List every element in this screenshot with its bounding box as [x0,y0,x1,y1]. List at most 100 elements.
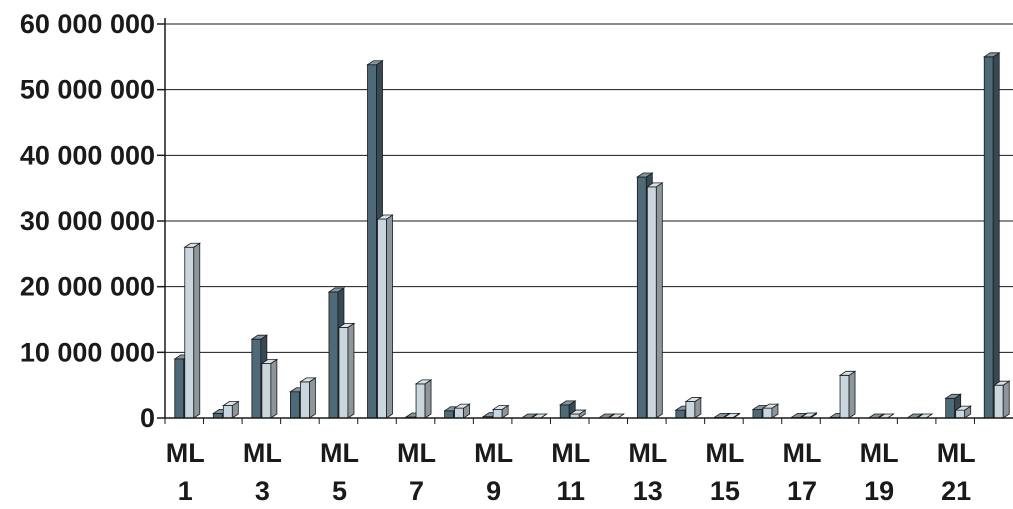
bar-top [183,242,202,248]
x-tick-label-line2: 5 [332,476,347,504]
bar-front [762,407,773,419]
bar-front [993,384,1004,419]
bar-top [221,401,240,406]
bar [337,322,356,419]
y-tick-label: 50 000 000 [20,75,155,105]
bar-front [685,401,696,419]
x-tick-label: ML 3 [243,438,282,506]
y-tick-label: 10 000 000 [20,337,155,367]
bar-top [260,359,279,364]
bar-front [367,64,377,419]
bar-front [377,218,387,419]
x-tick-label: ML 5 [320,438,359,506]
bar-side [992,52,1000,419]
y-tick-label: 0 [140,403,155,433]
x-tick-label-line2: 1 [178,476,193,504]
bar-top [645,182,664,188]
bar-front [174,358,185,419]
x-tick-label-line1: ML [783,438,822,468]
bar [183,242,202,419]
x-tick-label-line1: ML [166,438,205,468]
bar-top [376,214,394,220]
bar [260,358,279,419]
y-tick-label: 20 000 000 [20,272,155,302]
bar-front [328,291,339,419]
x-tick-label-line2: 19 [864,476,894,504]
bar-front [261,363,272,419]
bar [414,379,433,419]
bar [761,403,780,419]
bar-front [492,409,503,419]
x-tick-label-line2: 7 [409,476,424,504]
y-tick-label: 40 000 000 [20,140,155,170]
bar-top [982,52,1001,58]
bar-front [675,409,686,419]
x-tick-label-line2: 11 [556,476,585,504]
bar [684,396,703,419]
bar-front [559,404,570,419]
bar-top [684,397,703,402]
bar [491,404,510,419]
bar [838,370,857,419]
x-tick-label-line1: ML [243,438,282,468]
x-tick-label-line2: 9 [486,476,501,504]
x-tick-label-line1: ML [474,438,513,468]
bar [645,182,664,419]
bar-side [848,370,856,419]
bar-top [761,403,780,409]
bar-top [944,393,963,399]
bar-top [414,379,433,385]
bar-front [646,186,657,419]
bar-front [338,326,349,419]
bar [299,377,317,419]
bar-front [300,381,310,419]
bar-front [752,409,763,419]
bar-side [1002,380,1010,419]
bar-front [636,176,647,419]
bar-side [309,377,316,419]
bar-top [491,405,510,410]
x-tick-label-line1: ML [937,438,976,468]
bar-top [250,334,269,340]
bar-top [568,409,587,415]
bar [221,400,240,419]
x-tick-label: ML 21 [937,438,976,506]
x-tick-label-line1: ML [705,438,744,468]
x-tick-label-line2: 15 [710,476,740,504]
bar-top [337,322,356,328]
bar-top [954,405,973,411]
x-tick-label: ML 19 [860,438,899,506]
bar-front [415,383,426,419]
bar-side [386,214,393,419]
bar-top [635,172,654,178]
x-tick-label: ML 9 [474,438,513,506]
x-tick-label: ML 17 [783,438,822,506]
bar-front [983,56,994,419]
y-tick-label: 60 000 000 [20,9,155,39]
bar-front [955,409,966,419]
bar-top [992,380,1011,386]
bar-top [327,287,346,293]
x-tick-label-line1: ML [551,438,590,468]
bar-top [838,370,857,376]
bar-side [270,358,278,419]
bar-side [193,242,201,419]
y-tick-label: 30 000 000 [20,206,155,236]
x-tick-label-line1: ML [397,438,436,468]
bar-front [184,246,195,419]
x-tick-label-line2: 3 [255,476,270,504]
bar [992,380,1011,419]
bar-top [453,403,471,409]
x-tick-label: ML 15 [705,438,744,506]
bar [376,214,394,419]
bar-front [444,410,454,419]
bar [568,409,587,419]
bar [453,403,471,419]
bar-front [454,407,464,419]
x-tick-label-line1: ML [860,438,899,468]
bar-front [945,397,956,419]
bar-front [251,338,262,419]
bar-front [290,391,300,419]
x-tick-label: ML 11 [551,438,590,506]
